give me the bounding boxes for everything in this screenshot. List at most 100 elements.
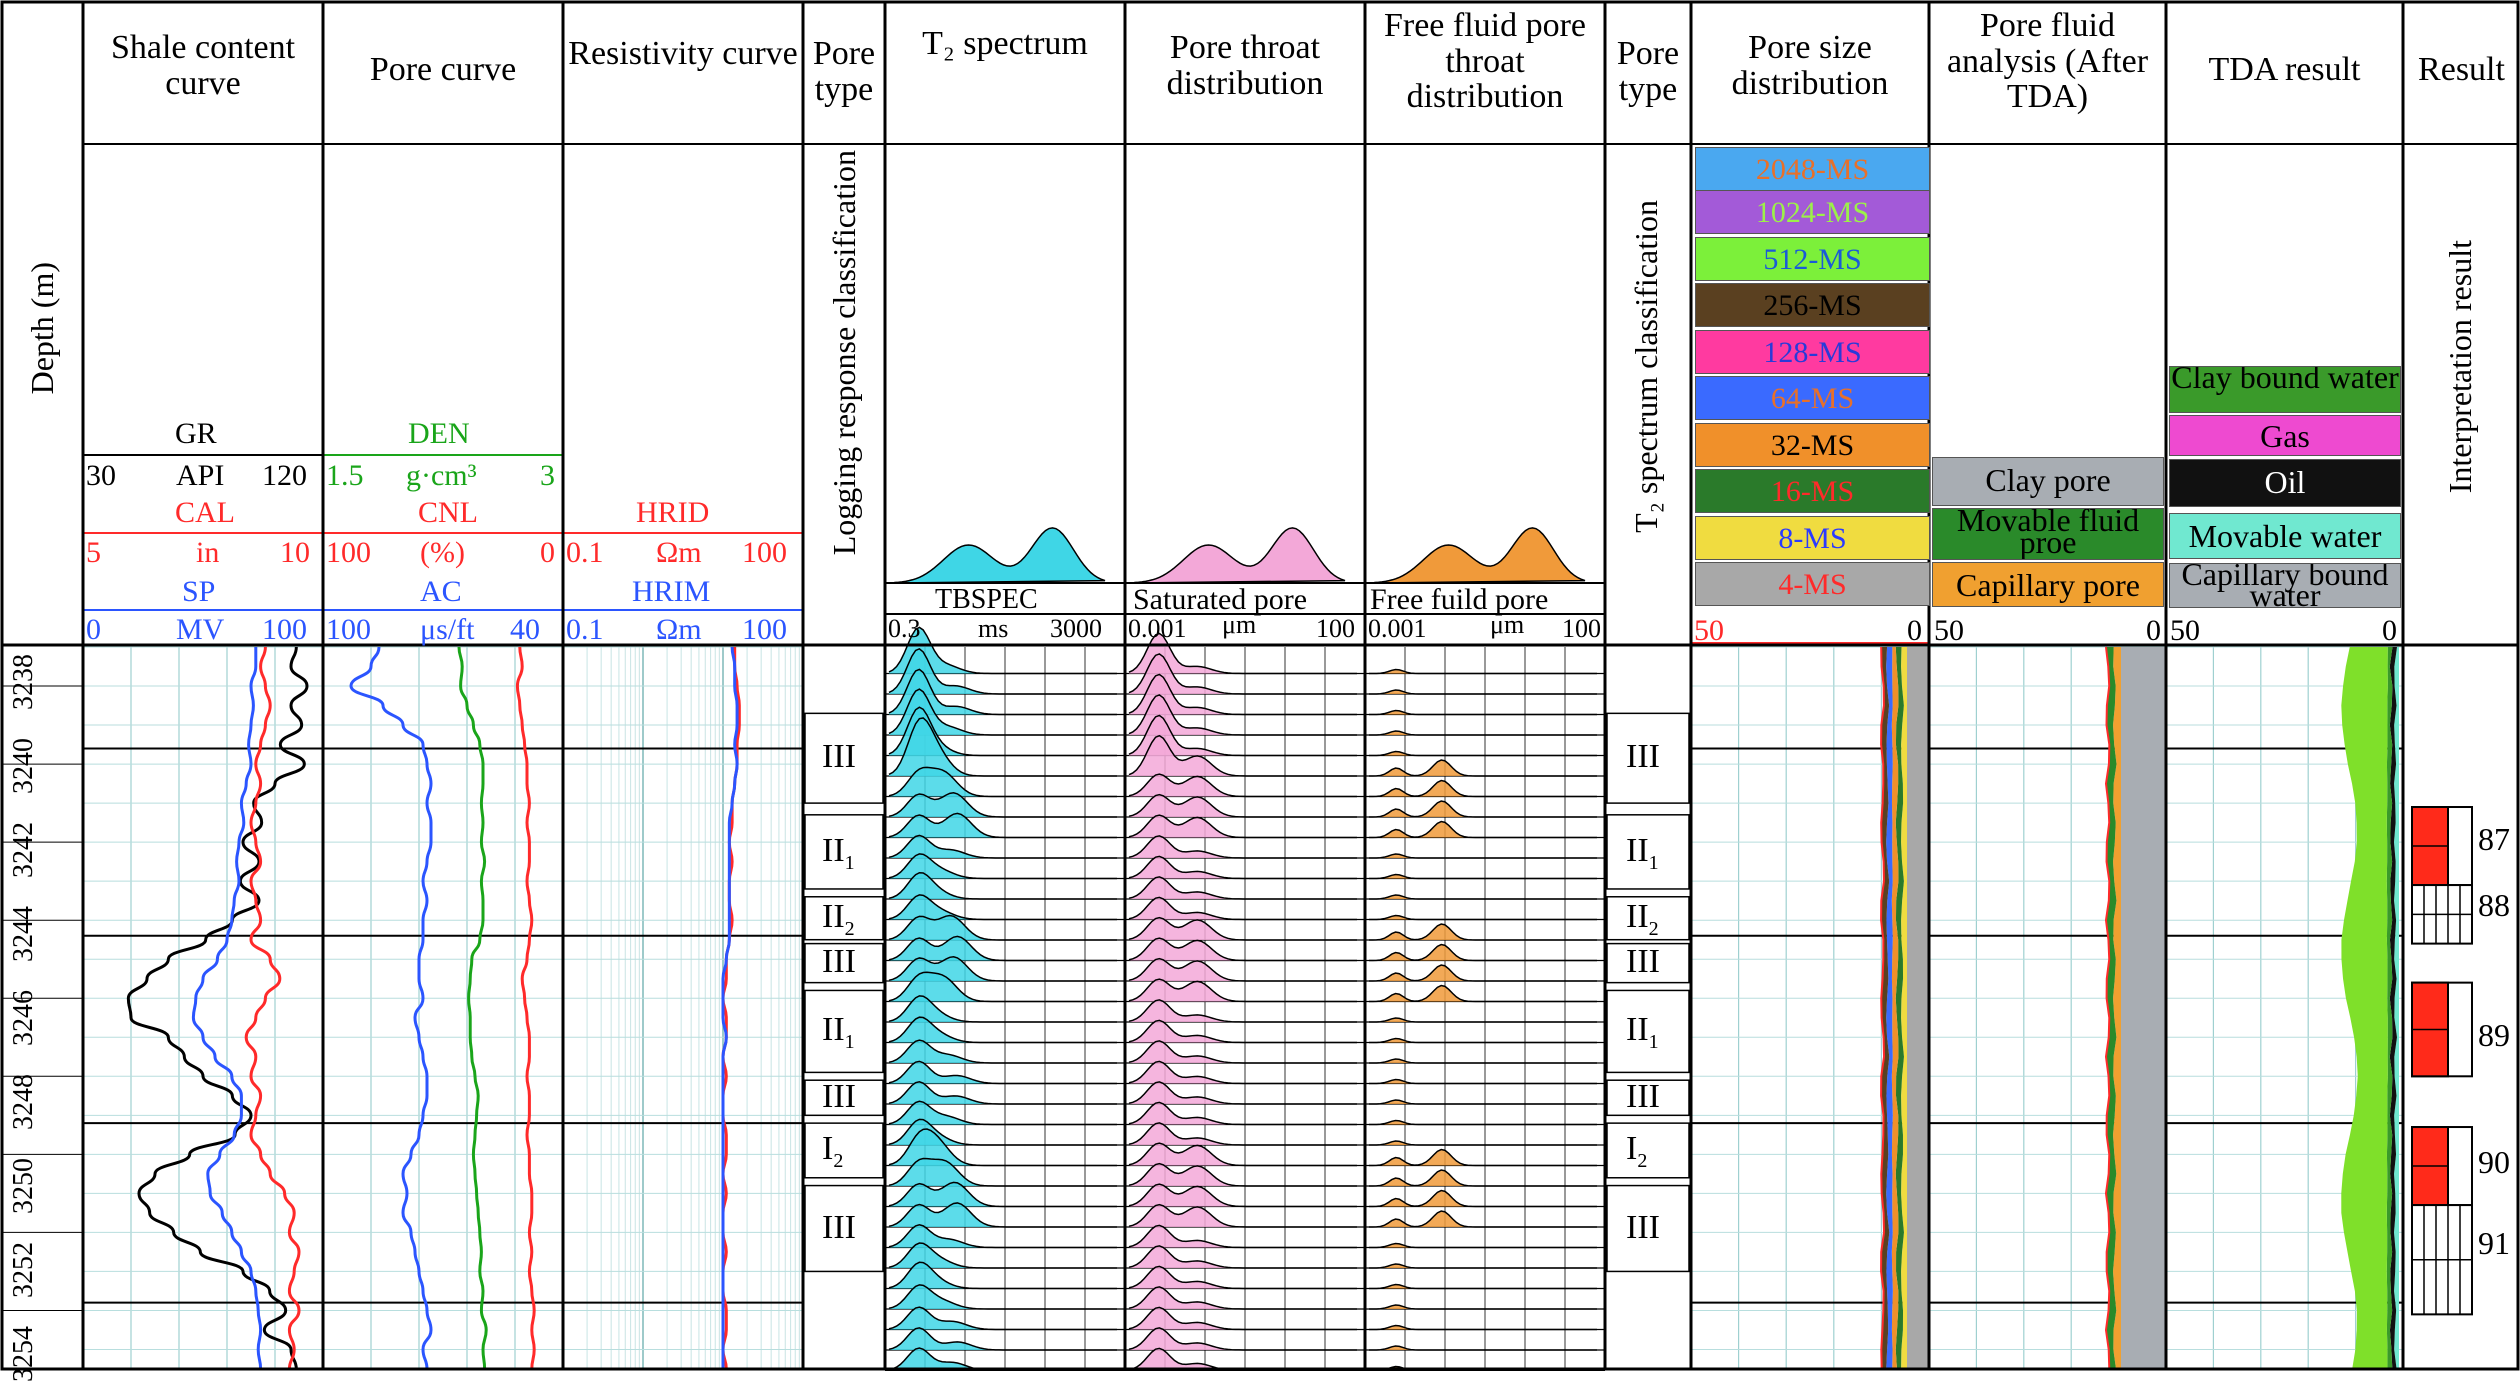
free-spectrum-fill xyxy=(1369,1120,1597,1125)
free-spectrum-curve xyxy=(1368,779,1597,798)
t2-spectrum-curve xyxy=(888,956,1117,982)
throat-spectrum-fill xyxy=(1129,1122,1357,1145)
t2-spectrum-curve xyxy=(888,871,1117,900)
throat-spectrum-fill xyxy=(1129,835,1357,858)
t2-spectrum-curve xyxy=(888,1118,1117,1146)
t2-spectrum-curve xyxy=(888,1181,1117,1208)
throat-spectrum-curve xyxy=(1128,673,1357,716)
ac-name: AC xyxy=(420,575,462,608)
cnl-unit: (%) xyxy=(420,536,465,569)
throat-spectrum-curve xyxy=(1128,793,1357,818)
free-spectrum-fill xyxy=(1369,965,1597,981)
throat-scale-max: 100 xyxy=(1316,614,1355,643)
throat-spectrum-fill xyxy=(1129,897,1357,920)
t2-class-label: T₂ spectrum classification xyxy=(1628,200,1664,533)
free-spectrum-fill xyxy=(1369,895,1597,899)
pore-type-label: III xyxy=(1626,1208,1660,1246)
t2-spectrum-fill xyxy=(889,1017,1117,1043)
free-spectrum-fill xyxy=(1369,780,1597,797)
ac-max: 40 xyxy=(510,613,540,646)
throat-spectrum-curve xyxy=(1128,916,1357,941)
free-spectrum-curve xyxy=(1368,914,1597,921)
cnl-name: CNL xyxy=(418,496,478,529)
t2-spectrum-fill xyxy=(889,1284,1117,1309)
throat-spectrum-curve xyxy=(1128,1224,1357,1249)
t2-spectrum-curve xyxy=(888,834,1117,859)
header-t2: T₂ spectrum xyxy=(922,25,1088,62)
free-spectrum-fill xyxy=(1369,1170,1597,1186)
t2-spectrum-curve xyxy=(888,853,1117,880)
free-spectrum-fill xyxy=(1369,1264,1597,1268)
t2-spectrum-fill xyxy=(889,1061,1117,1084)
gr-min: 30 xyxy=(86,459,116,492)
hrid-min: 0.1 xyxy=(566,536,604,569)
throat-spectrum-curve xyxy=(1128,978,1357,1003)
free-spectrum-fill xyxy=(1369,1305,1597,1309)
pore-type-zone xyxy=(1606,1122,1690,1179)
free-spectrum-curve xyxy=(1368,853,1597,859)
pore-type-label: III xyxy=(822,943,856,981)
depth-tick: 3254 xyxy=(8,1326,39,1382)
free-spectrum-fill xyxy=(1369,1018,1597,1022)
throat-spectrum-fill xyxy=(1129,1102,1357,1125)
tda-band xyxy=(2389,647,2397,1369)
t2-scale-max: 3000 xyxy=(1050,614,1102,643)
legend-16-ms: 16-MS xyxy=(1695,469,1930,513)
pore-type-label: II2 xyxy=(822,898,855,941)
t2-spectrum-curve xyxy=(888,1261,1117,1290)
throat-spectrum-curve xyxy=(1128,896,1357,921)
t2-spectrum-fill xyxy=(889,1243,1117,1268)
fluid-min: 50 xyxy=(1934,614,1964,647)
pore-type-zone xyxy=(1606,942,1690,984)
t2-spectrum-curve xyxy=(888,971,1117,1003)
t2-spectrum-curve xyxy=(888,668,1117,716)
tda-band xyxy=(2386,647,2393,1369)
throat-spectrum-fill xyxy=(1129,1286,1357,1309)
free-spectrum-fill xyxy=(1369,874,1597,879)
pore-type-label: III xyxy=(822,1077,856,1115)
interp-label: Interpretation result xyxy=(2442,240,2478,494)
free-spectrum-fill xyxy=(1369,1211,1597,1227)
legend-movable-fluid-label: Movable fluid proe xyxy=(1956,508,2140,560)
pore-type-label: II1 xyxy=(1626,1011,1659,1054)
free-spectrum-fill xyxy=(1369,985,1597,1002)
t2-scale-min: 0.3 xyxy=(888,614,921,643)
fluid-band xyxy=(2105,647,2117,1369)
pore-type-label: II1 xyxy=(822,831,855,874)
legend-clay-pore-label: Clay pore xyxy=(1985,462,2111,498)
free-spectrum-fill xyxy=(1369,1059,1597,1063)
legend-64-ms-label: 64-MS xyxy=(1770,382,1855,415)
throat-spectrum-fill xyxy=(1129,1040,1357,1063)
hrim-min: 0.1 xyxy=(566,613,604,646)
legend-oil-label: Oil xyxy=(2264,464,2306,500)
throat-spectrum-fill xyxy=(1129,856,1357,879)
throat-spectrum-fill xyxy=(1129,774,1357,797)
pore-size-band xyxy=(1881,647,1890,1369)
free-spectrum-fill xyxy=(1369,1346,1597,1350)
throat-spectrum-curve xyxy=(1128,876,1357,900)
free-spectrum-curve xyxy=(1368,984,1597,1003)
result-label-90: 90 xyxy=(2478,1144,2510,1180)
free-scale-max: 100 xyxy=(1562,614,1601,643)
depth-tick: 3246 xyxy=(8,990,39,1046)
t2-spectrum-fill xyxy=(889,835,1117,858)
t2-spectrum-fill xyxy=(889,1182,1117,1207)
header-tda: TDA result xyxy=(2208,51,2361,88)
pore-type-label: III xyxy=(1626,738,1660,776)
t2-spectrum-curve xyxy=(888,1306,1117,1331)
legend-1024-ms: 1024-MS xyxy=(1695,190,1930,234)
cnl-max: 0 xyxy=(540,536,555,569)
throat-spectrum-curve xyxy=(1128,1306,1357,1331)
free-spectrum-fill xyxy=(1369,915,1597,920)
gr-name: GR xyxy=(175,417,217,450)
free-spectrum-fill xyxy=(1369,1141,1597,1145)
throat-spectrum-fill xyxy=(1129,1225,1357,1248)
logging-class-label: Logging response classification xyxy=(826,150,862,556)
free-spectrum-curve xyxy=(1368,1099,1597,1105)
free-spectrum-curve xyxy=(1368,1263,1597,1269)
free-spectrum-fill xyxy=(1369,1284,1597,1289)
throat-spectrum-fill xyxy=(1129,876,1357,899)
header-pore-throat: Pore throat distribution xyxy=(1166,29,1324,102)
t2-spectrum-curve xyxy=(888,1060,1117,1085)
legend-clay-bound-water-label: Clay bound water xyxy=(2171,366,2399,395)
